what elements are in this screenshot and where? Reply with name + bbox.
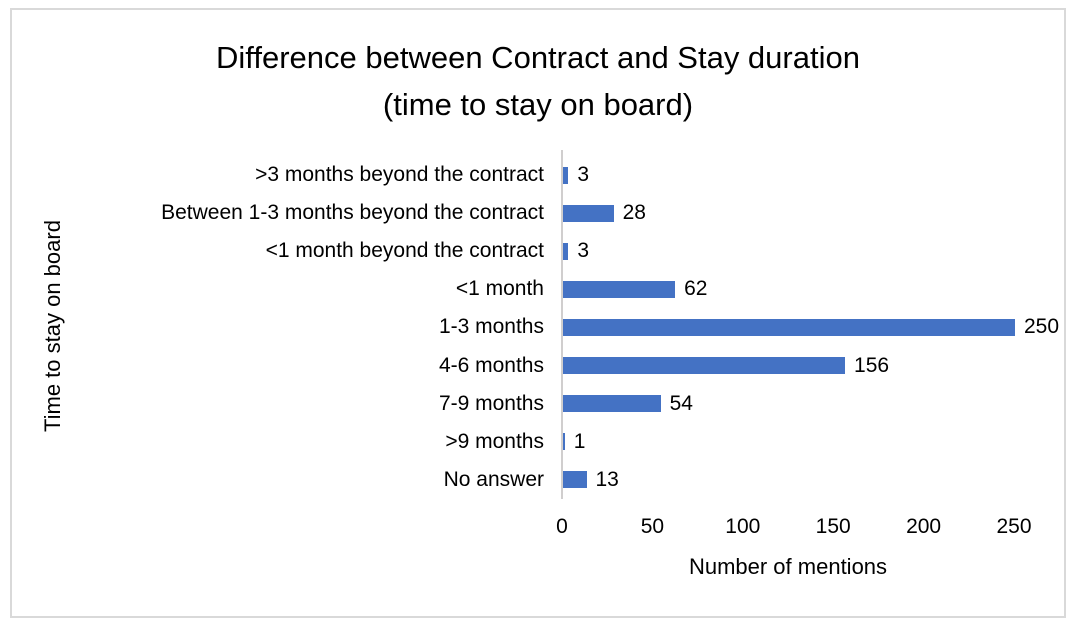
category-label: 7-9 months xyxy=(438,391,544,415)
x-axis-tick-label: 50 xyxy=(640,515,665,538)
chart-title: Difference between Contract and Stay dur… xyxy=(10,34,1066,128)
data-label: 62 xyxy=(684,277,708,301)
bar xyxy=(563,395,661,413)
x-axis-tick-label: 150 xyxy=(815,515,851,538)
category-label: 4-6 months xyxy=(438,353,544,377)
data-label: 156 xyxy=(854,353,890,377)
chart-title-line2: (time to stay on board) xyxy=(382,87,694,122)
bar xyxy=(563,280,676,298)
chart-title-line1: Difference between Contract and Stay dur… xyxy=(216,40,860,75)
data-label: 1 xyxy=(573,429,586,453)
category-label: 1-3 months xyxy=(438,315,544,339)
data-label: 3 xyxy=(577,163,590,186)
y-axis-line xyxy=(561,150,563,499)
bar xyxy=(563,166,569,184)
category-label: <1 month beyond the contract xyxy=(265,239,544,263)
category-label: <1 month xyxy=(455,277,544,301)
bar xyxy=(563,433,565,451)
data-label: 3 xyxy=(577,239,590,263)
category-label: >3 months beyond the contract xyxy=(255,163,544,186)
x-axis-title: Number of mentions xyxy=(688,554,888,579)
category-label: No answer xyxy=(443,467,544,491)
data-label: 250 xyxy=(1024,315,1060,339)
bar xyxy=(563,357,846,374)
data-label: 54 xyxy=(669,391,693,415)
x-axis-tick-label: 200 xyxy=(906,515,942,538)
bar xyxy=(563,204,614,222)
x-axis-tick-label: 0 xyxy=(556,515,568,538)
bar xyxy=(563,318,1015,336)
data-label: 28 xyxy=(622,201,646,225)
data-label: 13 xyxy=(595,467,619,491)
category-label: Between 1-3 months beyond the contract xyxy=(161,201,544,225)
bar xyxy=(563,471,587,489)
chart-border xyxy=(10,8,1066,618)
bar xyxy=(563,242,569,260)
category-label: >9 months xyxy=(445,429,544,453)
x-axis-tick-label: 100 xyxy=(725,515,761,538)
x-axis-tick-label: 250 xyxy=(996,515,1032,538)
